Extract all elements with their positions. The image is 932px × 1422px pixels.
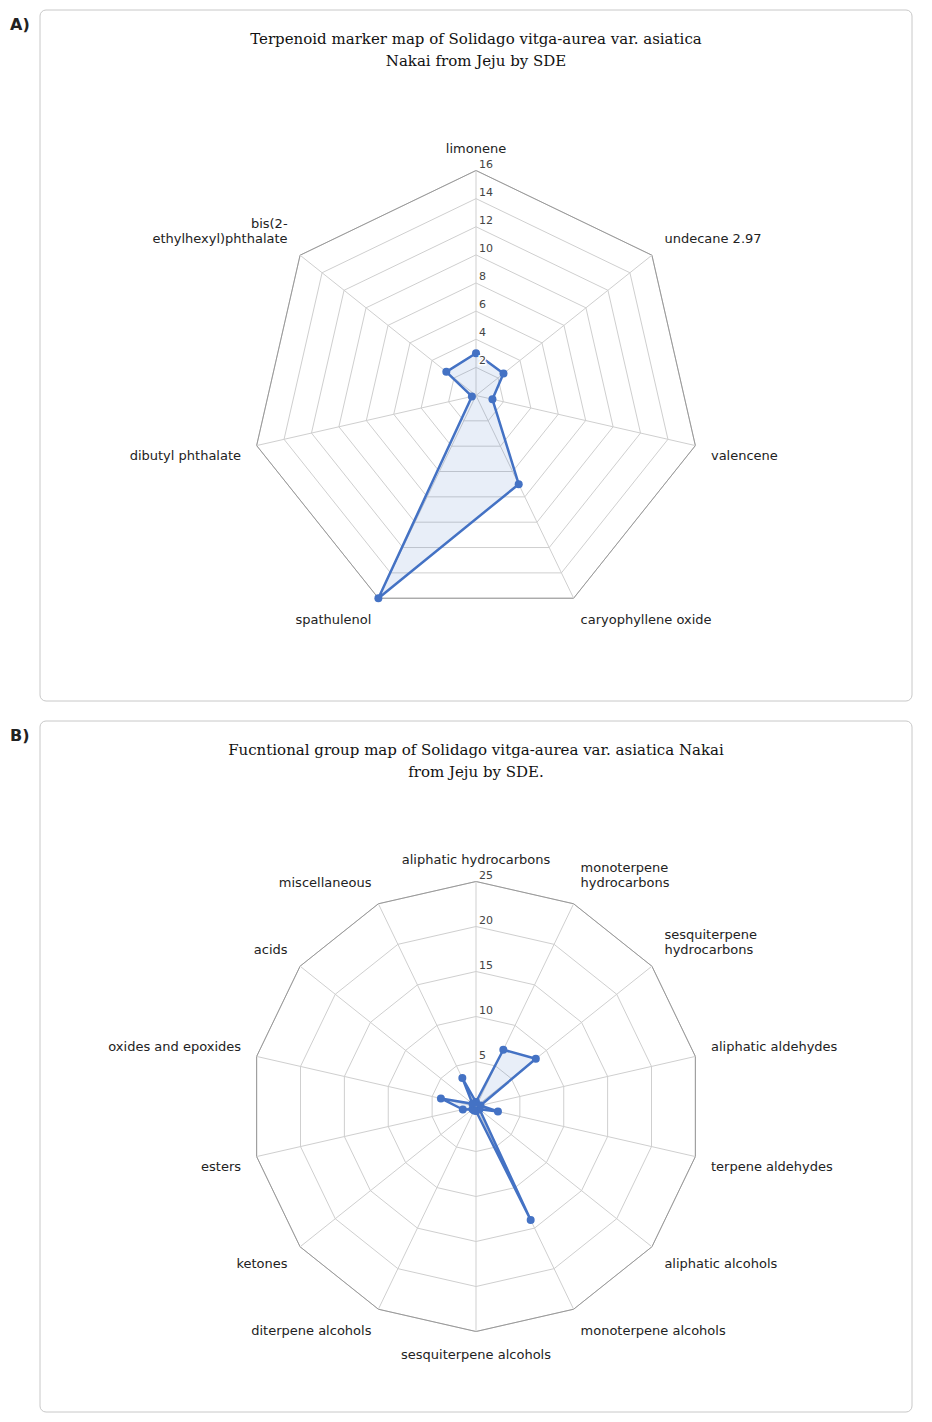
category-label: monoterpene alcohols [581, 1323, 726, 1338]
category-label: bis(2-ethylhexyl)phthalate [152, 216, 287, 246]
range-outline [257, 171, 696, 599]
panel-frame [40, 10, 912, 701]
category-label: limonene [446, 141, 506, 156]
data-layer [374, 349, 522, 602]
radar-panel: A) Terpenoid marker map of Solidago vitga… [10, 10, 912, 701]
r-tick-label: 16 [479, 158, 493, 171]
r-tick-label: 5 [479, 1049, 486, 1062]
data-polygon [441, 1050, 536, 1220]
category-label: spathulenol [295, 612, 371, 627]
chart-title: Fucntional group map of Solidago vitga-a… [228, 741, 724, 759]
r-tick-label: 4 [479, 326, 486, 339]
grid-ring [257, 882, 696, 1332]
chart-subtitle: from Jeju by SDE. [408, 763, 544, 781]
r-tick-label: 25 [479, 869, 493, 882]
data-point [499, 1046, 507, 1054]
range-outline [257, 882, 696, 1332]
spoke [476, 1107, 695, 1157]
category-label: diterpene alcohols [251, 1323, 371, 1338]
panel-label: A) [10, 15, 30, 34]
data-point [532, 1055, 540, 1063]
data-point [374, 594, 382, 602]
r-tick-label: 15 [479, 959, 493, 972]
data-layer [437, 1046, 540, 1224]
spoke [257, 396, 476, 446]
data-point [437, 1094, 445, 1102]
r-tick-label: 6 [479, 298, 486, 311]
spoke [476, 396, 695, 446]
chart-subtitle: Nakai from Jeju by SDE [386, 52, 566, 70]
data-polygon [378, 353, 518, 598]
spoke [476, 255, 652, 395]
data-point [468, 1100, 476, 1108]
panel-frame [40, 721, 912, 1412]
r-tick-label: 20 [479, 914, 493, 927]
r-tick-label: 14 [479, 186, 493, 199]
category-label: esters [201, 1159, 241, 1174]
category-label: sesquiterpene alcohols [401, 1347, 551, 1362]
category-label: aliphatic aldehydes [711, 1039, 838, 1054]
spoke [300, 1107, 476, 1247]
category-label: caryophyllene oxide [581, 612, 712, 627]
spoke [476, 1107, 477, 1332]
category-label: undecane 2.97 [664, 231, 761, 246]
category-label: dibutyl phthalate [130, 448, 241, 463]
chart-title: Terpenoid marker map of Solidago vitga-a… [250, 30, 702, 48]
category-label: aliphatic hydrocarbons [402, 852, 551, 867]
category-label: acids [254, 942, 288, 957]
data-point [459, 1106, 467, 1114]
spoke [476, 882, 477, 1107]
spoke [300, 966, 476, 1106]
spoke [378, 904, 476, 1107]
spoke [378, 1107, 476, 1310]
category-label: ketones [236, 1256, 287, 1271]
chart-canvas: A) Terpenoid marker map of Solidago vitga… [0, 0, 932, 1422]
category-label: miscellaneous [279, 875, 372, 890]
data-point [499, 370, 507, 378]
r-tick-label: 2 [479, 354, 486, 367]
radar-panel: B) Fucntional group map of Solidago vitga… [10, 721, 912, 1412]
r-tick-label: 10 [479, 242, 493, 255]
category-label: sesquiterpenehydrocarbons [664, 927, 757, 957]
category-label: aliphatic alcohols [664, 1256, 777, 1271]
spoke [257, 1056, 476, 1106]
category-label: terpene aldehydes [711, 1159, 833, 1174]
data-point [527, 1216, 535, 1224]
r-tick-label: 10 [479, 1004, 493, 1017]
spoke [476, 1107, 652, 1247]
data-point [488, 395, 496, 403]
panel-label: B) [10, 726, 30, 745]
spoke [257, 1107, 476, 1157]
category-label: monoterpenehydrocarbons [581, 860, 670, 890]
r-tick-label: 8 [479, 270, 486, 283]
data-point [494, 1108, 502, 1116]
data-point [468, 392, 476, 400]
r-tick-label: 12 [479, 214, 493, 227]
data-point [442, 368, 450, 376]
category-label: oxides and epoxides [108, 1039, 241, 1054]
grid-ring [257, 171, 696, 599]
data-point [458, 1074, 466, 1082]
category-label: valencene [711, 448, 778, 463]
data-point [515, 480, 523, 488]
